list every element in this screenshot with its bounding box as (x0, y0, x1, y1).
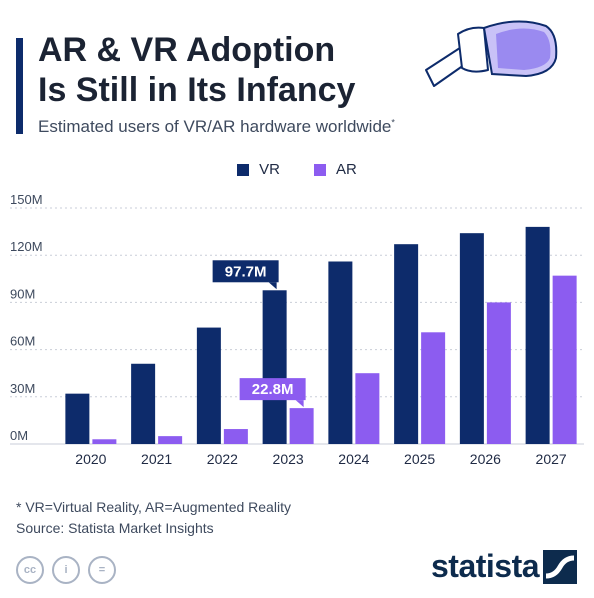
x-tick-label: 2022 (207, 451, 238, 467)
y-tick-label: 90M (10, 286, 35, 301)
bar-vr-2022 (196, 327, 221, 444)
legend-label-ar: AR (336, 161, 357, 178)
chart-title: AR & VR Adoption Is Still in Its Infancy (38, 30, 355, 110)
bar-ar-2022 (223, 429, 248, 444)
title-line-1: AR & VR Adoption (38, 31, 336, 69)
y-tick-label: 0M (10, 428, 28, 443)
bar-ar-2025 (421, 332, 446, 444)
subtitle-text: Estimated users of VR/AR hardware worldw… (38, 117, 392, 136)
annotation-pointer (295, 400, 304, 408)
y-tick-label: 120M (10, 239, 43, 254)
statista-logo-icon (543, 549, 578, 584)
x-tick-label: 2021 (141, 451, 172, 467)
statista-logo[interactable]: statista (431, 548, 578, 585)
legend-swatch-vr (237, 163, 250, 176)
data-label: 22.8M (252, 381, 294, 398)
bar-ar-2027 (552, 275, 577, 444)
legend-item-vr: VR (237, 161, 280, 178)
legend-item-ar: AR (314, 161, 357, 178)
attribution-icon[interactable]: i (52, 556, 80, 584)
title-line-2: Is Still in Its Infancy (38, 71, 356, 109)
x-tick-label: 2024 (338, 451, 369, 467)
title-accent-bar (16, 38, 23, 134)
bar-ar-2020 (92, 439, 117, 444)
bar-vr-2025 (394, 244, 419, 444)
footnote: * VR=Virtual Reality, AR=Augmented Reali… (16, 497, 291, 539)
bar-vr-2024 (328, 261, 353, 444)
legend-swatch-ar (314, 163, 326, 176)
x-tick-label: 2027 (536, 451, 567, 467)
no-derivatives-icon[interactable]: = (88, 556, 116, 584)
annotation-box (212, 260, 279, 283)
y-tick-label: 30M (10, 381, 35, 396)
bar-vr-2026 (459, 233, 484, 444)
bar-ar-2024 (355, 373, 380, 444)
x-tick-label: 2023 (273, 451, 304, 467)
x-tick-label: 2025 (404, 451, 435, 467)
bar-ar-2021 (158, 436, 183, 444)
y-tick-label: 150M (10, 192, 43, 207)
x-tick-label: 2020 (75, 451, 106, 467)
annotation-box (239, 378, 306, 401)
data-label: 97.7M (225, 263, 267, 280)
subtitle-footnote-marker: * (391, 117, 395, 128)
footnote-source: Source: Statista Market Insights (16, 520, 214, 536)
brand-name: statista (431, 548, 540, 584)
bar-vr-2020 (65, 393, 90, 444)
bar-vr-2021 (131, 363, 156, 444)
bar-vr-2027 (525, 226, 550, 444)
bar-ar-2023 (289, 408, 314, 444)
vr-headset-icon (425, 20, 558, 87)
annotation-pointer (268, 282, 277, 290)
x-tick-label: 2026 (470, 451, 501, 467)
chart-legend: VR AR (0, 161, 594, 178)
legend-label-vr: VR (259, 161, 280, 178)
chart-subtitle: Estimated users of VR/AR hardware worldw… (38, 117, 395, 137)
bar-chart: 0M 30M 60M 90M 120M 150M 2020 2021 2022 2023 2024 2… (10, 192, 584, 467)
bar-ar-2026 (486, 302, 511, 444)
bar-vr-2023 (262, 290, 287, 444)
y-tick-label: 60M (10, 334, 35, 349)
license-icons: cc i = (16, 556, 116, 584)
creative-commons-icon[interactable]: cc (16, 556, 44, 584)
footnote-definitions: * VR=Virtual Reality, AR=Augmented Reali… (16, 499, 291, 515)
